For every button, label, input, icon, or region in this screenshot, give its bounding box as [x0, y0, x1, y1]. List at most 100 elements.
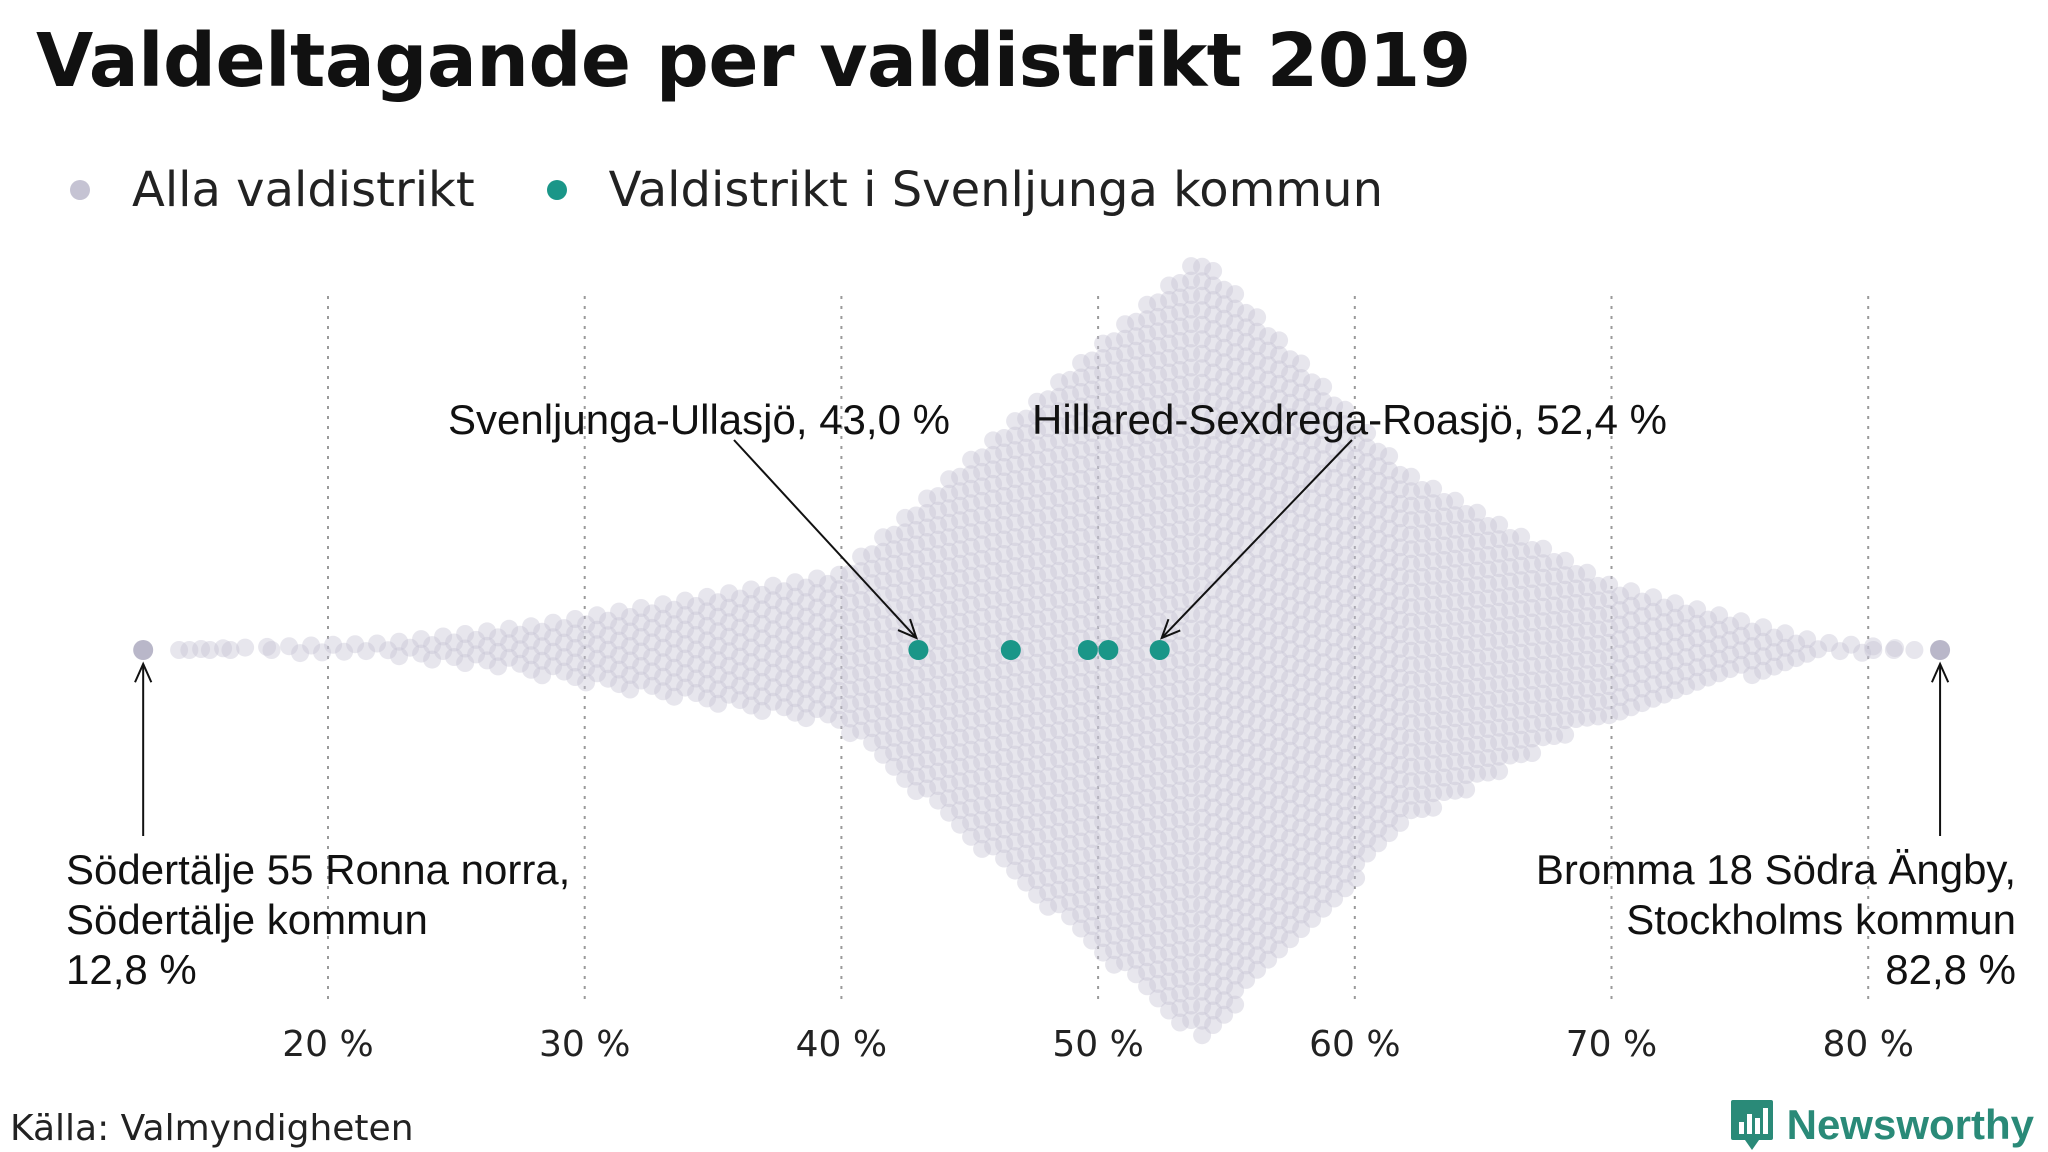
- highlight-point: [1000, 640, 1021, 660]
- swarm-point: [1391, 654, 1410, 673]
- swarm-point: [984, 561, 1003, 580]
- swarm-point: [1787, 649, 1806, 668]
- swarm-point: [874, 557, 893, 576]
- swarm-point: [1171, 941, 1190, 959]
- swarm-point: [1171, 361, 1190, 379]
- swarm-point: [1182, 866, 1201, 885]
- swarm-point: [1237, 564, 1256, 583]
- swarm-point: [1050, 735, 1069, 754]
- swarm-point: [1259, 718, 1278, 737]
- swarm-point: [1171, 636, 1190, 655]
- swarm-point: [951, 714, 970, 733]
- swarm-point: [1171, 883, 1190, 901]
- swarm-point: [1248, 612, 1267, 631]
- swarm-point: [1226, 502, 1245, 521]
- swarm-point: [962, 523, 981, 542]
- swarm-point: [1226, 647, 1245, 666]
- swarm-point: [1237, 390, 1256, 409]
- swarm-point: [1479, 517, 1498, 535]
- swarm-point: [1281, 379, 1300, 398]
- swarm-point: [1303, 474, 1322, 493]
- swarm-point: [995, 588, 1014, 607]
- swarm-point: [1105, 419, 1124, 438]
- swarm-point: [1094, 494, 1113, 513]
- swarm-point: [1204, 1001, 1223, 1020]
- swarm-point: [1369, 703, 1388, 722]
- swarm-point: [1237, 579, 1256, 598]
- swarm-point: [995, 458, 1014, 476]
- swarm-point: [1039, 651, 1058, 670]
- swarm-point: [1435, 580, 1454, 598]
- swarm-point: [830, 580, 849, 599]
- swarm-point: [1721, 645, 1740, 664]
- swarm-point: [1160, 479, 1179, 498]
- swarm-point: [1391, 755, 1410, 774]
- swarm-point: [1314, 769, 1333, 788]
- swarm-point: [940, 629, 959, 648]
- swarm-point: [1127, 486, 1146, 505]
- swarm-point: [566, 639, 585, 657]
- annotation-max-line2: Stockholms kommun: [1626, 896, 2016, 943]
- swarm-point: [1083, 482, 1102, 500]
- swarm-point: [1017, 873, 1036, 892]
- swarm-point: [1270, 809, 1289, 828]
- swarm-point: [1303, 808, 1322, 827]
- swarm-point: [1061, 907, 1080, 926]
- swarm-point: [962, 479, 981, 498]
- swarm-point: [962, 726, 981, 745]
- swarm-point: [1259, 399, 1278, 418]
- swarm-point: [1182, 779, 1201, 798]
- swarm-point: [1193, 910, 1212, 929]
- swarm-point: [1094, 740, 1113, 759]
- swarm-point: [1655, 685, 1674, 704]
- swarm-point: [1193, 591, 1212, 610]
- swarm-point: [918, 518, 937, 537]
- swarm-point: [951, 583, 970, 602]
- swarm-point: [1479, 705, 1498, 724]
- swarm-point: [1193, 634, 1212, 653]
- swarm-point: [1105, 723, 1124, 742]
- swarm-point: [984, 619, 1003, 638]
- swarm-point: [1380, 548, 1399, 567]
- swarm-point: [1556, 551, 1575, 570]
- swarm-point: [918, 591, 937, 609]
- swarm-point: [874, 716, 893, 735]
- swarm-point: [1457, 563, 1476, 581]
- swarm-point: [1270, 360, 1289, 379]
- swarm-point: [819, 661, 838, 680]
- swarm-point: [1105, 448, 1124, 467]
- swarm-point: [940, 774, 959, 793]
- swarm-point: [1259, 936, 1278, 955]
- swarm-point: [1226, 792, 1245, 811]
- swarm-point: [1138, 904, 1157, 923]
- swarm-point: [951, 496, 970, 515]
- swarm-point: [863, 632, 882, 651]
- swarm-point: [1369, 674, 1388, 693]
- swarm-point: [1204, 479, 1223, 498]
- swarm-point: [1215, 353, 1234, 372]
- swarm-point: [1215, 831, 1234, 850]
- swarm-point: [1028, 740, 1047, 759]
- swarm-point: [1226, 299, 1245, 318]
- swarm-point: [962, 465, 981, 484]
- swarm-point: [1138, 339, 1157, 358]
- swarm-point: [1468, 634, 1487, 653]
- swarm-point: [1138, 513, 1157, 532]
- swarm-point: [1094, 552, 1113, 571]
- swarm-point: [1347, 796, 1366, 815]
- swarm-point: [335, 642, 354, 661]
- swarm-point: [1314, 885, 1333, 904]
- swarm-point: [1061, 660, 1080, 679]
- swarm-point: [1270, 418, 1289, 437]
- swarm-point: [764, 649, 783, 668]
- swarm-point: [973, 506, 992, 525]
- swarm-point: [709, 593, 728, 612]
- swarm-point: [610, 631, 629, 650]
- swarm-point: [1490, 515, 1509, 534]
- swarm-point: [1303, 866, 1322, 885]
- swarm-point: [1578, 607, 1597, 626]
- swarm-point: [1182, 329, 1201, 348]
- swarm-point: [1402, 786, 1421, 805]
- swarm-point: [1105, 491, 1124, 510]
- swarm-point: [1116, 735, 1135, 754]
